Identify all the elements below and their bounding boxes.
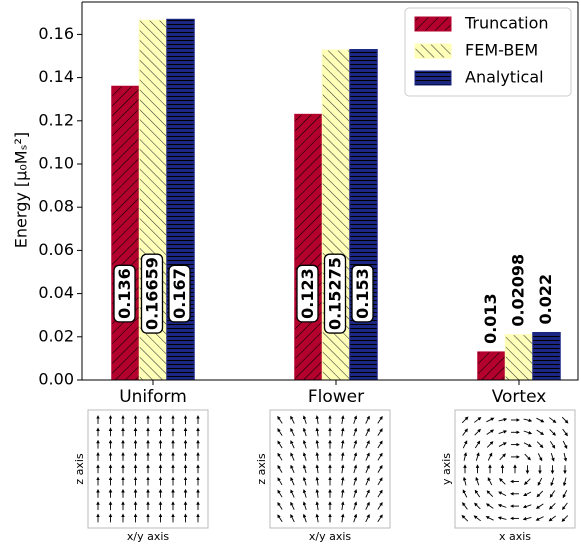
data-label-text: 0.136 — [115, 268, 134, 319]
inset-y-label: z axis — [255, 453, 268, 485]
x-tick-label: Vortex — [492, 387, 547, 407]
data-label: 0.16659 — [142, 254, 163, 333]
y-tick-label: 0.04 — [38, 283, 74, 302]
legend-swatch — [415, 71, 451, 85]
data-label: 0.136 — [114, 265, 135, 322]
y-tick-label: 0.12 — [38, 110, 74, 129]
data-label-text: 0.123 — [298, 268, 317, 319]
data-label-text: 0.153 — [353, 268, 372, 319]
data-label: 0.15275 — [325, 254, 346, 333]
chart: Energy [μ₀Mₛ²] 0.00 0.02 0.04 0.06 0.08 0.10 0… — [0, 0, 581, 545]
data-label-text: 0.013 — [481, 293, 500, 344]
data-label: 0.167 — [169, 265, 190, 322]
inset-x-label: x/y axis — [309, 530, 352, 543]
y-tick-label: 0.16 — [38, 24, 74, 43]
data-label-text: 0.167 — [170, 268, 189, 319]
data-label: 0.123 — [297, 265, 318, 322]
y-tick-label: 0.10 — [38, 154, 74, 173]
x-tick-label: Uniform — [119, 387, 187, 407]
data-label-text: 0.022 — [536, 274, 555, 325]
data-label: 0.02098 — [509, 254, 528, 327]
x-tick-label: Flower — [308, 387, 364, 407]
bar — [295, 114, 323, 380]
legend-swatch — [415, 17, 451, 31]
data-label: 0.013 — [481, 293, 500, 344]
bar — [167, 19, 195, 380]
legend-swatch — [415, 44, 451, 58]
y-axis-label: Energy [μ₀Mₛ²] — [12, 132, 31, 248]
data-label-text: 0.15275 — [326, 257, 345, 330]
bar — [533, 332, 561, 380]
y-tick-label: 0.02 — [38, 326, 74, 345]
bar — [478, 352, 506, 380]
y-tick-label: 0.14 — [38, 67, 74, 86]
bar — [112, 86, 140, 380]
y-tick-label: 0.08 — [38, 197, 74, 216]
data-label-text: 0.16659 — [143, 257, 162, 330]
inset-y-label: y axis — [440, 453, 453, 485]
data-label: 0.022 — [536, 274, 555, 325]
data-label-text: 0.02098 — [509, 254, 528, 327]
data-label: 0.153 — [352, 265, 373, 322]
legend-label: Truncation — [464, 14, 549, 33]
inset-x-label: x axis — [499, 530, 531, 543]
bar — [350, 50, 378, 380]
inset-x-label: x/y axis — [127, 530, 170, 543]
y-tick-label: 0.00 — [38, 370, 74, 389]
legend-label: FEM-BEM — [465, 41, 538, 60]
y-tick-label: 0.06 — [38, 240, 74, 259]
legend-label: Analytical — [465, 68, 544, 87]
inset-y-label: z axis — [73, 453, 86, 485]
bar — [505, 335, 533, 380]
